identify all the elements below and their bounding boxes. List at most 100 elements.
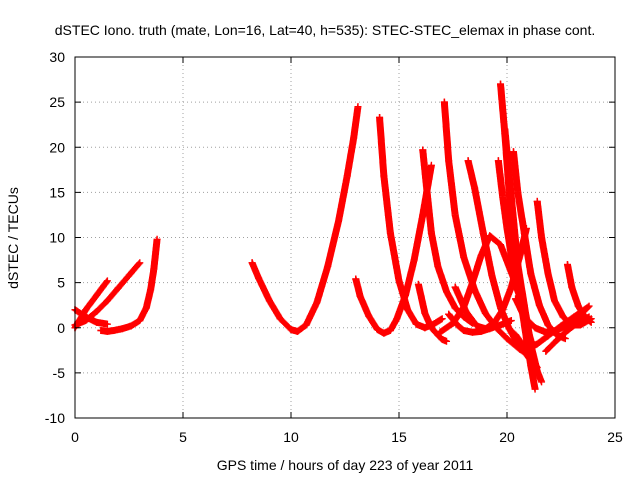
data-point xyxy=(103,320,111,328)
data-point xyxy=(373,326,381,334)
y-tick-label: 0 xyxy=(57,320,65,336)
data-point xyxy=(427,324,435,332)
data-point xyxy=(119,325,127,333)
data-point xyxy=(544,321,552,329)
data-point xyxy=(473,322,481,330)
data-point xyxy=(460,326,468,334)
data-point xyxy=(462,308,470,316)
data-series xyxy=(97,235,161,335)
data-point xyxy=(563,261,571,269)
data-point xyxy=(82,317,90,325)
data-point xyxy=(350,134,358,142)
data-point xyxy=(525,328,533,336)
data-point xyxy=(509,148,517,156)
data-point xyxy=(535,301,543,309)
data-point xyxy=(410,256,418,264)
data-point xyxy=(404,306,412,314)
data-point xyxy=(505,170,513,178)
data-point xyxy=(427,161,435,169)
x-tick-label: 15 xyxy=(391,429,407,445)
data-point xyxy=(147,286,155,294)
y-tick-label: 25 xyxy=(49,94,65,110)
data-point xyxy=(395,277,403,285)
data-point xyxy=(93,291,101,299)
data-point xyxy=(393,315,401,323)
data-series xyxy=(563,261,595,326)
data-point xyxy=(142,304,150,312)
data-point xyxy=(503,335,511,343)
data-point xyxy=(499,306,507,314)
data-point xyxy=(356,292,364,300)
data-point xyxy=(486,232,494,240)
data-point xyxy=(324,262,332,270)
data-series xyxy=(419,146,476,327)
data-point xyxy=(497,241,505,249)
data-series xyxy=(248,103,362,335)
data-series xyxy=(542,313,593,355)
data-point xyxy=(505,325,513,333)
data-point xyxy=(414,280,422,288)
data-point xyxy=(380,172,388,180)
data-point xyxy=(436,328,444,336)
data-point xyxy=(503,224,511,232)
data-point xyxy=(421,324,429,332)
data-point xyxy=(512,331,520,339)
data-point xyxy=(553,336,561,344)
data-point xyxy=(103,297,111,305)
data-point xyxy=(354,103,362,111)
data-point xyxy=(507,283,515,291)
data-point xyxy=(527,270,535,278)
data-point xyxy=(293,327,301,335)
data-series xyxy=(414,280,451,345)
data-point xyxy=(460,313,468,321)
data-point xyxy=(520,229,528,237)
data-series xyxy=(509,148,569,343)
data-point xyxy=(471,286,479,294)
y-tick-label: 20 xyxy=(49,139,65,155)
data-point xyxy=(365,312,373,320)
data-point xyxy=(412,320,420,328)
data-point xyxy=(255,274,263,282)
data-point xyxy=(471,184,479,192)
data-series xyxy=(533,197,595,329)
data-point xyxy=(434,262,442,270)
data-point xyxy=(443,337,451,345)
data-point xyxy=(460,253,468,261)
data-point xyxy=(533,197,541,205)
data-point xyxy=(386,229,394,237)
data-point xyxy=(533,340,541,348)
data-point xyxy=(451,283,459,291)
data-point xyxy=(468,328,476,336)
data-point xyxy=(509,215,517,223)
data-point xyxy=(110,326,118,334)
y-axis-label: dSTEC / TECUs xyxy=(5,187,21,289)
data-point xyxy=(248,259,256,267)
data-point xyxy=(507,252,515,260)
data-point xyxy=(276,315,284,323)
data-point xyxy=(531,385,539,393)
tick-layer: 0 5 10 15 20 25 -10 -5 0 5 10 15 20 25 30 xyxy=(45,49,623,445)
data-point xyxy=(531,324,539,332)
data-point xyxy=(343,172,351,180)
data-point xyxy=(93,318,101,326)
data-point xyxy=(438,335,446,343)
data-point xyxy=(419,211,427,219)
data-point xyxy=(525,344,533,352)
y-tick-label: -5 xyxy=(53,365,66,381)
x-tick-label: 0 xyxy=(71,429,79,445)
data-point xyxy=(302,321,310,329)
data-point xyxy=(136,317,144,325)
x-tick-label: 20 xyxy=(499,429,515,445)
data-point xyxy=(481,309,489,317)
data-point xyxy=(451,211,459,219)
data-point xyxy=(445,157,453,165)
data-point xyxy=(451,304,459,312)
data-point xyxy=(136,259,144,267)
x-tick-label: 10 xyxy=(283,429,299,445)
data-point xyxy=(477,252,485,260)
data-point xyxy=(421,309,429,317)
data-point xyxy=(443,288,451,296)
data-point xyxy=(585,302,593,310)
